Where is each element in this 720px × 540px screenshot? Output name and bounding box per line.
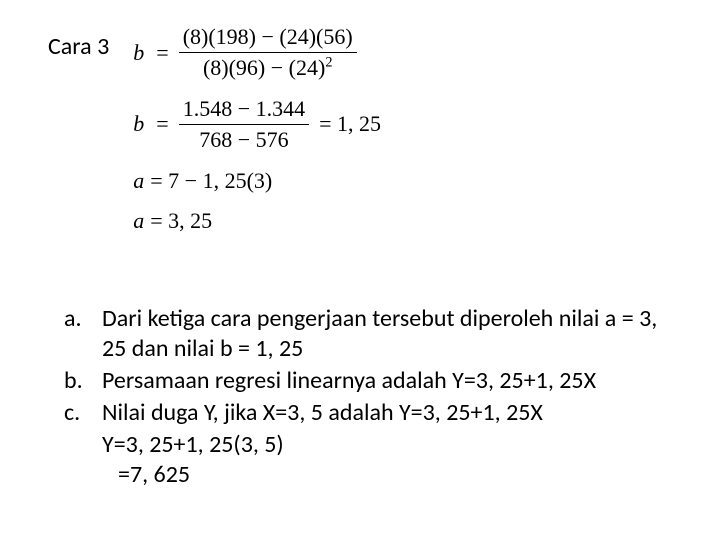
list-item-b: b. Persamaan regresi linearnya adalah Y=…	[48, 366, 672, 396]
list-item-c-cont1: Y=3, 25+1, 25(3, 5)	[48, 430, 672, 460]
eq-b2-lhs: b	[133, 111, 144, 137]
eq-a1-lhs: a	[133, 168, 144, 194]
conclusions-list: a. Dari ketiga cara pengerjaan tersebut …	[48, 304, 672, 490]
den-exponent: 2	[325, 55, 332, 71]
list-item-c-cont2: =7, 625	[48, 460, 672, 490]
equation-b1: b = (8)(198) − (24)(56) (8)(96) − (24)2	[133, 24, 381, 82]
eq-b1-lhs: b	[133, 40, 144, 66]
fraction-b2-denominator: 768 − 576	[195, 125, 292, 153]
fraction-b2: 1.548 − 1.344 768 − 576	[179, 96, 309, 154]
fraction-b2-numerator: 1.548 − 1.344	[179, 96, 309, 125]
list-marker-a: a.	[48, 304, 102, 334]
fraction-b1-denominator: (8)(96) − (24)2	[199, 53, 337, 81]
den-left: (8)(96) − (24)	[203, 55, 325, 80]
eq-b2-result: = 1, 25	[319, 111, 381, 137]
method-label: Cara 3	[48, 24, 109, 61]
list-item-c: c. Nilai duga Y, jika X=3, 5 adalah Y=3,…	[48, 398, 672, 428]
list-marker-c: c.	[48, 398, 102, 428]
fraction-b1: (8)(198) − (24)(56) (8)(96) − (24)2	[179, 24, 357, 82]
eq-a1-rhs: = 7 − 1, 25(3)	[150, 168, 272, 194]
equals-sign: =	[156, 40, 168, 66]
equals-sign: =	[156, 111, 168, 137]
equation-b2: b = 1.548 − 1.344 768 − 576 = 1, 25	[133, 96, 381, 154]
list-text-b: Persamaan regresi linearnya adalah Y=3, …	[102, 366, 672, 396]
list-text-a: Dari ketiga cara pengerjaan tersebut dip…	[102, 304, 672, 364]
eq-a2-lhs: a	[133, 208, 144, 234]
eq-a2-rhs: = 3, 25	[150, 208, 212, 234]
list-item-a: a. Dari ketiga cara pengerjaan tersebut …	[48, 304, 672, 364]
fraction-b1-numerator: (8)(198) − (24)(56)	[179, 24, 357, 53]
equation-a2: a = 3, 25	[133, 208, 381, 234]
list-text-c: Nilai duga Y, jika X=3, 5 adalah Y=3, 25…	[102, 398, 672, 428]
equation-a1: a = 7 − 1, 25(3)	[133, 168, 381, 194]
list-marker-b: b.	[48, 366, 102, 396]
equations-block: b = (8)(198) − (24)(56) (8)(96) − (24)2 …	[133, 24, 381, 248]
